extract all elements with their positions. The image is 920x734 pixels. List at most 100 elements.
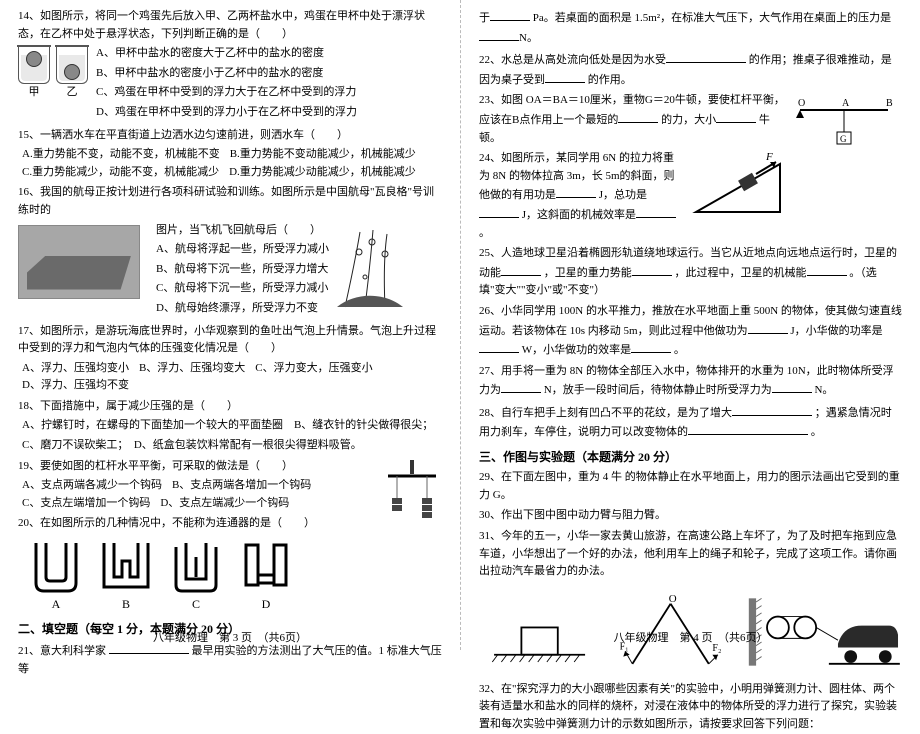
q26-blank2 [479, 340, 519, 353]
u-label-c: C [168, 595, 224, 614]
q26-blank3 [631, 340, 671, 353]
q24-blank3 [636, 205, 676, 218]
q20-text: 20、在如图所示的几种情况中，不能称为连通器的是（ ） [18, 515, 442, 533]
u-tube-c [168, 539, 224, 595]
beaker-a [18, 45, 50, 84]
q28-c: 。 [811, 426, 822, 438]
u-label-a: A [28, 595, 84, 614]
q14-a: A、甲杯中盐水的密度大于乙杯中的盐水的密度 [96, 45, 357, 63]
q15-a: A.重力势能不变，动能不变，机械能不变 [22, 146, 220, 164]
q22-a: 22、水总是从高处流向低处是因为水受 [479, 54, 666, 66]
q17: 17、如图所示，是游玩海底世界时，小华观察到的鱼吐出气泡上升情景。气泡上升过程中… [18, 323, 442, 395]
q24-blank2 [479, 205, 519, 218]
q21-cont: 于 Pa。若桌面的面积是 1.5m²，在标准大气压下，大气作用在桌面上的压力是 … [479, 8, 902, 47]
beakers: 甲 乙 [18, 45, 88, 102]
bubbles-image [335, 222, 405, 312]
q28-blank1 [732, 403, 812, 416]
q21c-a: 于 [479, 12, 490, 24]
q25-blank1 [501, 263, 541, 276]
q25-blank3 [807, 263, 847, 276]
q19-c: C、支点左端增加一个钩码 [22, 495, 150, 513]
blank-pa [490, 8, 530, 21]
q14-c: C、鸡蛋在甲杯中受到的浮力大于在乙杯中受到的浮力 [96, 84, 357, 102]
q25-c: ，此过程中，卫星的机械能 [675, 267, 807, 279]
q23: O A B G 23、如图 OA＝BA＝10厘米，重物G＝20牛顿，要使杠杆平衡… [479, 92, 902, 147]
page4-footer: 八年级物理 第 4 页 （共6页） [461, 630, 920, 648]
q28-blank2 [688, 422, 808, 435]
q16-a: A、航母将浮起一些，所受浮力减小 [156, 241, 329, 259]
q26-d: 。 [674, 344, 685, 356]
q21c-b: Pa。若桌面的面积是 1.5m²，在标准大气压下，大气作用在桌面上的压力是 [533, 12, 891, 24]
svg-text:A: A [842, 98, 850, 109]
q22-c: 的作用。 [588, 74, 632, 86]
q19-d: D、支点左端减少一个钩码 [160, 495, 289, 513]
q26-blank1 [748, 321, 788, 334]
q14-b: B、甲杯中盐水的密度小于乙杯中的盐水的密度 [96, 65, 357, 83]
q14-options: A、甲杯中盐水的密度大于乙杯中的盐水的密度 B、甲杯中盐水的密度小于乙杯中的盐水… [96, 45, 357, 123]
svg-text:G: G [840, 134, 847, 144]
q27-b: N，放手一段时间后，待物体静止时所受浮力为 [544, 384, 772, 396]
beaker-b-label: 乙 [56, 84, 88, 102]
q16-b: B、航母将下沉一些，所受浮力增大 [156, 261, 329, 279]
lever-balance-image [382, 458, 442, 528]
q24-d: 。 [479, 227, 490, 239]
q14-d: D、鸡蛋在甲杯中受到的浮力小于在乙杯中受到的浮力 [96, 104, 357, 122]
q20: 20、在如图所示的几种情况中，不能称为连通器的是（ ） A B [18, 515, 442, 614]
q16-d: D、航母始终漂浮，所受浮力不变 [156, 300, 329, 318]
beaker-b [56, 45, 88, 84]
q18-a: A、拧螺钉时，在螺母的下面垫加一个较大的平面垫圈 [22, 419, 283, 431]
page-4: 于 Pa。若桌面的面积是 1.5m²，在标准大气压下，大气作用在桌面上的压力是 … [460, 0, 920, 650]
q26-c: W，小华做功的效率是 [522, 344, 631, 356]
ramp-diagram: F [688, 150, 788, 220]
lever-diagram: O A B G [792, 92, 902, 152]
q22-blank1 [666, 50, 746, 63]
q32: 32、在"探究浮力的大小跟哪些因素有关"的实验中，小明用弹簧测力计、圆柱体、两个… [479, 681, 902, 734]
q24-blank1 [556, 185, 596, 198]
q16-line2: 图片，当飞机飞回航母后（ ） [156, 222, 329, 240]
q16-text: 16、我国的航母正按计划进行各项科研试验和训练。如图所示是中国航母"瓦良格"号训… [18, 184, 442, 219]
q25-blank2 [632, 263, 672, 276]
u-tube-options: A B C D [28, 539, 442, 614]
q18-c: C、磨刀不误砍柴工； [22, 439, 123, 451]
q25: 25、人造地球卫星沿着椭圆形轨道绕地球运行。当它从近地点向远地点运行时，卫星的动… [479, 245, 902, 300]
q30: 30、作出下图中图中动力臂与阻力臂。 [479, 507, 902, 525]
q18-b: B、缝衣针的针尖做得很尖； [294, 419, 433, 431]
q18-text: 18、下面措施中，属于减少压强的是（ ） [18, 398, 442, 416]
q16-c: C、航母将下沉一些，所受浮力减小 [156, 280, 329, 298]
q28-a: 28、自行车把手上刻有凹凸不平的花纹，是为了增大 [479, 407, 732, 419]
q24-b: J，总功是 [599, 189, 647, 201]
q18-d: D、纸盒包装饮料常配有一根很尖得塑料吸管。 [134, 439, 362, 451]
q17-a: A、浮力、压强均变小 [22, 360, 129, 378]
svg-text:O: O [669, 593, 677, 605]
q19-b: B、支点两端各增加一个钩码 [172, 477, 311, 495]
u-label-d: D [238, 595, 294, 614]
q24: F 24、如图所示，某同学用 6N 的拉力将重为 8N 的物体拉高 3m，长 5… [479, 150, 902, 242]
q31: 31、今年的五一，小华一家去黄山旅游，在高速公路上车坏了，为了及时把车拖到应急车… [479, 528, 902, 581]
q25-b: ，卫星的重力势能 [544, 267, 632, 279]
svg-text:O: O [798, 98, 805, 109]
q23-blank2 [716, 110, 756, 123]
q27-c: N。 [814, 384, 833, 396]
svg-text:F: F [765, 151, 773, 163]
q15-c: C.重力势能减少，动能不变，机械能减少 [22, 164, 219, 182]
q29: 29、在下面左图中，重为 4 牛 的物体静止在水平地面上，用力的图示法画出它受到… [479, 469, 902, 504]
u-tube-d [238, 539, 294, 595]
q27: 27、用手将一重为 8N 的物体全部压入水中，物体排开的水重为 10N，此时物体… [479, 363, 902, 400]
q14-text: 14、如图所示，将同一个鸡蛋先后放入甲、乙两杯盐水中，鸡蛋在甲杯中处于漂浮状态，… [18, 8, 442, 43]
q17-c: C、浮力变大，压强变小 [255, 360, 372, 378]
q28: 28、自行车把手上刻有凹凸不平的花纹，是为了增大 ；遇紧急情况时用力刹车，车停住… [479, 403, 902, 442]
svg-text:B: B [886, 98, 893, 109]
beaker-a-label: 甲 [18, 84, 50, 102]
q19-text: 19、要使如图的杠杆水平平衡，可采取的做法是（ ） [18, 458, 442, 476]
q15: 15、一辆洒水车在平直街道上边洒水边匀速前进，则洒水车（ ） A.重力势能不变，… [18, 127, 442, 182]
q19-a: A、支点两端各减少一个钩码 [22, 477, 162, 495]
q21c-c: N。 [519, 32, 538, 44]
q17-d: D、浮力、压强均不变 [22, 377, 129, 395]
u-tube-b [98, 539, 154, 595]
page3-footer: 八年级物理 第 3 页 （共6页） [0, 630, 460, 648]
q23-b: 的力，大小 [661, 114, 716, 126]
q18: 18、下面措施中，属于减少压强的是（ ） A、拧螺钉时，在螺母的下面垫加一个较大… [18, 398, 442, 455]
q14: 14、如图所示，将同一个鸡蛋先后放入甲、乙两杯盐水中，鸡蛋在甲杯中处于漂浮状态，… [18, 8, 442, 124]
q24-c: J，这斜面的机械效率是 [522, 209, 636, 221]
q16: 16、我国的航母正按计划进行各项科研试验和训练。如图所示是中国航母"瓦良格"号训… [18, 184, 442, 319]
